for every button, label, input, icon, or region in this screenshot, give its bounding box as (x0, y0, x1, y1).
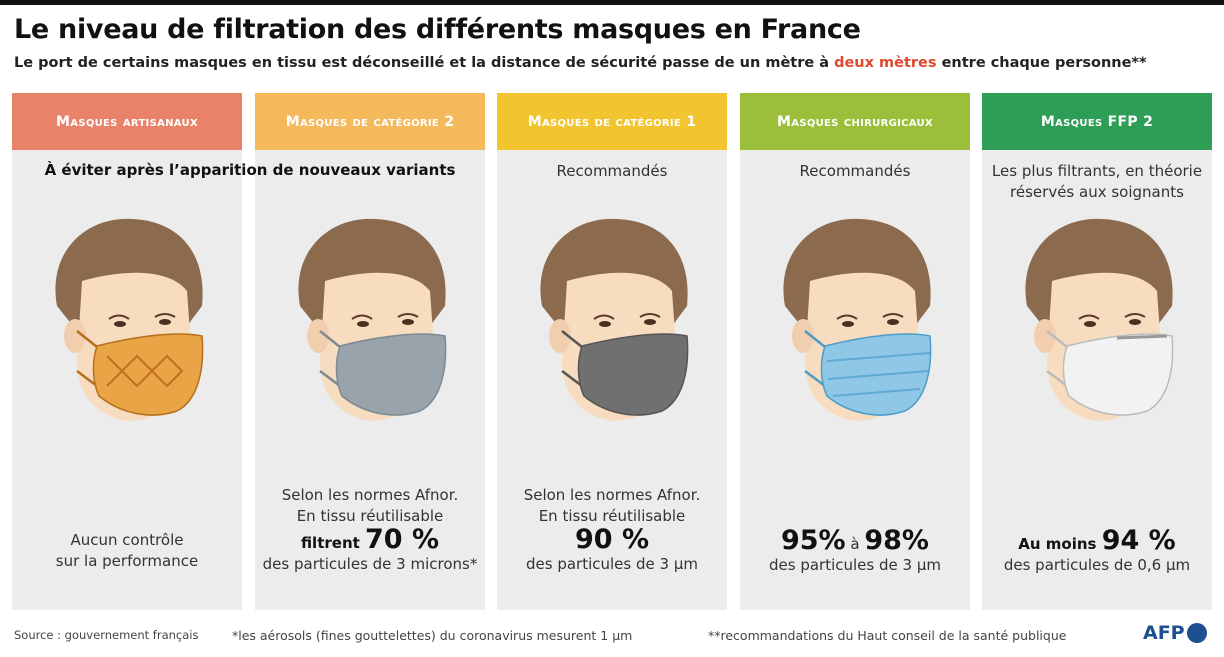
column: Masques chirurgicaux Recommandés 95% à 98… (740, 93, 970, 610)
text-line: Selon les normes Afnor. (281, 486, 459, 504)
recommendation-line: Les plus filtrants, en théorie (991, 162, 1203, 180)
logo: AFP (1143, 622, 1207, 644)
figure: 70 % (365, 524, 440, 555)
face-illustration (1025, 218, 1174, 421)
column-header: Masques chirurgicaux (740, 93, 970, 150)
figure-prefix: Au moins (1018, 535, 1102, 553)
figure-detail: des particules de 3 µm (769, 556, 941, 574)
bottom-text: Au moins 94 % des particules de 0,6 µm (982, 527, 1212, 576)
text-line: En tissu réutilisable (296, 507, 444, 525)
text-line: En tissu réutilisable (538, 507, 686, 525)
figure-detail: des particules de 3 microns* (262, 555, 478, 573)
figure-line: Au moins 94 % (982, 527, 1212, 555)
text-line: Selon les normes Afnor. (523, 486, 701, 504)
column-header: Masques artisanaux (12, 93, 242, 150)
figure: 98% (864, 525, 929, 556)
figure-line: filtrent 70 % (255, 526, 485, 554)
shared-note: À éviter après l’apparition de nouveaux … (44, 161, 456, 179)
top-bar (0, 0, 1224, 5)
bottom-text: Selon les normes Afnor. En tissu réutilis… (255, 485, 485, 575)
recommendation-line: réservés aux soignants (1010, 183, 1184, 201)
subtitle-text: entre chaque personne** (936, 55, 1147, 71)
figure-detail: des particules de 3 µm (526, 555, 698, 573)
text-line: Aucun contrôle (70, 531, 184, 549)
column: Masques FFP 2 Les plus filtrants, en théo… (982, 93, 1212, 610)
figure-detail: des particules de 0,6 µm (1003, 556, 1191, 574)
recommendation: Recommandés (556, 162, 668, 180)
bottom-text: Selon les normes Afnor. En tissu réutilis… (497, 485, 727, 575)
figure: 95% (780, 525, 846, 556)
subtitle-text: Le port de certains masques en tissu est… (14, 55, 835, 71)
footnote: **recommandations du Haut conseil de la … (708, 628, 1067, 643)
column-header: Masques FFP 2 (982, 93, 1212, 150)
bottom-text: 95% à 98% des particules de 3 µm (740, 527, 970, 576)
source: Source : gouvernement français (14, 628, 199, 642)
logo-dot (1186, 623, 1207, 643)
face-illustration (540, 218, 689, 421)
footnote: *les aérosols (fines gouttelettes) du co… (232, 628, 633, 643)
column-header: Masques de catégorie 1 (497, 93, 727, 150)
subtitle-highlight: deux mètres (834, 55, 937, 71)
column: Masques de catégorie 1 Recommandés Selon … (497, 93, 727, 610)
title: Le niveau de filtration des différents m… (14, 14, 861, 45)
figure-joiner: à (845, 535, 865, 553)
figure-line: 90 % (497, 526, 727, 554)
column: Masques de catégorie 2 Selon les normes … (255, 93, 485, 610)
figure: 94 % (1101, 525, 1176, 556)
face-illustration (55, 218, 204, 421)
column: Masques artisanaux Aucun contrôle sur la … (12, 93, 242, 610)
face-illustration (298, 218, 447, 421)
bottom-text: Aucun contrôle sur la performance (12, 530, 242, 572)
logo-text: AFP (1143, 622, 1185, 644)
subtitle: Le port de certains masques en tissu est… (14, 55, 1147, 71)
figure-prefix: filtrent (300, 534, 366, 552)
recommendation: Les plus filtrants, en théorie réservés a… (982, 161, 1212, 203)
figure-line: 95% à 98% (740, 527, 970, 555)
face-illustration (783, 218, 932, 421)
column-header: Masques de catégorie 2 (255, 93, 485, 150)
recommendation: Recommandés (799, 162, 911, 180)
figure: 90 % (574, 524, 650, 555)
text-line: sur la performance (55, 552, 199, 570)
